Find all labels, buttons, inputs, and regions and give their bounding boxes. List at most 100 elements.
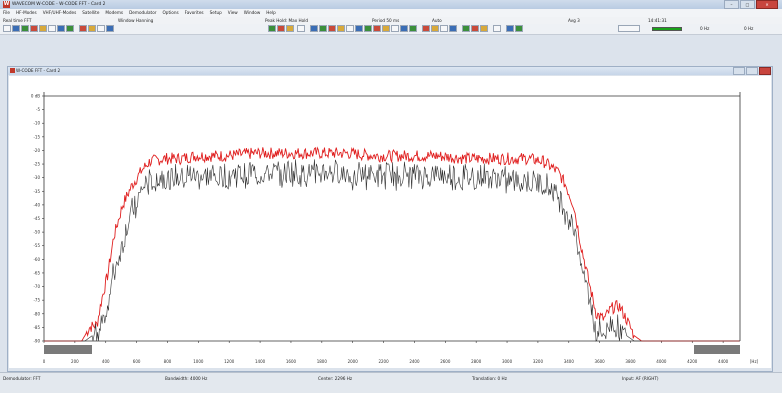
x-tick-label: 200 — [71, 359, 79, 364]
toolbar-button-27[interactable] — [400, 25, 408, 32]
y-tick-label: -10 — [33, 121, 40, 126]
toolbar-button-33[interactable] — [462, 25, 470, 32]
toolbar-button-5[interactable] — [39, 25, 47, 32]
toolbar-button-24[interactable] — [373, 25, 381, 32]
toolbar-dropdown[interactable] — [618, 25, 640, 32]
x-tick-label: 1600 — [286, 359, 297, 364]
toolbar-button-38[interactable] — [515, 25, 523, 32]
menu-item-demodulator[interactable]: Demodulator — [129, 10, 157, 15]
y-tick-label: -80 — [33, 311, 40, 316]
status-input: Input: AF (RIGHT) — [622, 376, 659, 381]
toolbar-button-4[interactable] — [30, 25, 38, 32]
toolbar-button-22[interactable] — [355, 25, 363, 32]
menu-item-favorites[interactable]: Favorites — [184, 10, 204, 15]
menu-item-help[interactable]: Help — [266, 10, 276, 15]
x-tick-label: 3200 — [533, 359, 544, 364]
fft-window-title: W-CODE FFT - Card 2 — [16, 68, 61, 73]
toolbar-button-36[interactable] — [493, 25, 501, 32]
menu-item-vhf-uhf-modes[interactable]: VHF/UHF-Modes — [42, 10, 77, 15]
title-bar — [0, 0, 782, 9]
toolbar-button-11[interactable] — [97, 25, 105, 32]
fft-plot-area — [9, 76, 771, 368]
toolbar-button-35[interactable] — [480, 25, 488, 32]
x-tick-label: 1800 — [317, 359, 328, 364]
avg-label[interactable]: Avg 3 — [568, 18, 580, 23]
toolbar-button-37[interactable] — [506, 25, 514, 32]
x-tick-label: 800 — [164, 359, 172, 364]
toolbar-button-25[interactable] — [382, 25, 390, 32]
fft-close-icon[interactable] — [759, 67, 771, 75]
x-tick-label: 3600 — [595, 359, 606, 364]
y-tick-label: -65 — [33, 270, 40, 275]
level-meter — [652, 27, 682, 31]
toolbar-button-34[interactable] — [471, 25, 479, 32]
menu-bar: File HF-Modes VHF/UHF-Modes Satellite Modems… — [0, 9, 782, 17]
y-tick-label: -90 — [33, 339, 40, 344]
fft-minimize-icon[interactable] — [733, 67, 745, 75]
toolbar-button-23[interactable] — [364, 25, 372, 32]
toolbar-button-14[interactable] — [277, 25, 285, 32]
menu-item-satellite[interactable]: Satellite — [82, 10, 100, 15]
maximize-icon[interactable]: □ — [740, 0, 755, 9]
close-icon[interactable]: ✕ — [756, 0, 778, 9]
toolbar-button-16[interactable] — [297, 25, 305, 32]
status-bar: Demodulator: FFT Bandwidth: 4000 Hz Cent… — [0, 372, 782, 393]
menu-item-options[interactable]: Options — [162, 10, 179, 15]
freq-readout-1: 0 Hz — [700, 26, 710, 31]
toolbar-button-6[interactable] — [48, 25, 56, 32]
toolbar-button-7[interactable] — [57, 25, 65, 32]
toolbar-button-13[interactable] — [268, 25, 276, 32]
minimize-icon[interactable]: – — [724, 0, 739, 9]
y-tick-label: 0 dB — [31, 94, 40, 99]
toolbar-button-8[interactable] — [66, 25, 74, 32]
status-translation: Translation: 0 Hz — [472, 376, 507, 381]
toolbar-button-20[interactable] — [337, 25, 345, 32]
x-tick-label: 0 — [43, 359, 46, 364]
menu-item-setup[interactable]: Setup — [209, 10, 222, 15]
toolbar-button-1[interactable] — [3, 25, 11, 32]
x-tick-label: 1000 — [193, 359, 204, 364]
toolbar-button-21[interactable] — [346, 25, 354, 32]
y-tick-label: -30 — [33, 175, 40, 180]
toolbar-button-12[interactable] — [106, 25, 114, 32]
menu-item-window[interactable]: Window — [243, 10, 261, 15]
toolbar-button-29[interactable] — [422, 25, 430, 32]
menu-item-modems[interactable]: Modems — [105, 10, 124, 15]
window-label[interactable]: Window Hanning — [118, 18, 154, 23]
status-center: Center: 2296 Hz — [318, 376, 353, 381]
menu-item-view[interactable]: View — [227, 10, 238, 15]
max-hold-trace — [44, 146, 740, 342]
toolbar-button-18[interactable] — [319, 25, 327, 32]
fft-maximize-icon[interactable] — [746, 67, 758, 75]
toolbar-button-9[interactable] — [79, 25, 87, 32]
toolbar-button-19[interactable] — [328, 25, 336, 32]
menu-item-hf-modes[interactable]: HF-Modes — [16, 10, 37, 15]
fft-window-controls — [733, 67, 771, 75]
toolbar-button-32[interactable] — [449, 25, 457, 32]
live-trace — [44, 159, 740, 342]
x-tick-label: 1400 — [255, 359, 266, 364]
fft-window-titlebar — [8, 67, 772, 75]
toolbar-button-30[interactable] — [431, 25, 439, 32]
hold-label[interactable]: Peak Hold: Max Hold — [265, 18, 309, 23]
freq-readout-2: 0 Hz — [744, 26, 754, 31]
toolbar-button-17[interactable] — [310, 25, 318, 32]
auto-label[interactable]: Auto — [432, 18, 442, 23]
toolbar-button-15[interactable] — [286, 25, 294, 32]
toolbar-button-10[interactable] — [88, 25, 96, 32]
toolbar-button-3[interactable] — [21, 25, 29, 32]
y-tick-label: -55 — [33, 243, 40, 248]
y-tick-label: -25 — [33, 162, 40, 167]
menu-item-file[interactable]: File — [3, 10, 11, 15]
x-tick-label: 2000 — [348, 359, 359, 364]
toolbar-button-31[interactable] — [440, 25, 448, 32]
status-bandwidth: Bandwidth: 4000 Hz — [165, 376, 208, 381]
toolbar-button-2[interactable] — [12, 25, 20, 32]
toolbar-button-28[interactable] — [409, 25, 417, 32]
toolbar-button-26[interactable] — [391, 25, 399, 32]
x-tick-label: 2800 — [471, 359, 482, 364]
y-tick-label: -40 — [33, 202, 40, 207]
period-label[interactable]: Period 50 ms — [372, 18, 400, 23]
toolbar — [0, 24, 782, 35]
